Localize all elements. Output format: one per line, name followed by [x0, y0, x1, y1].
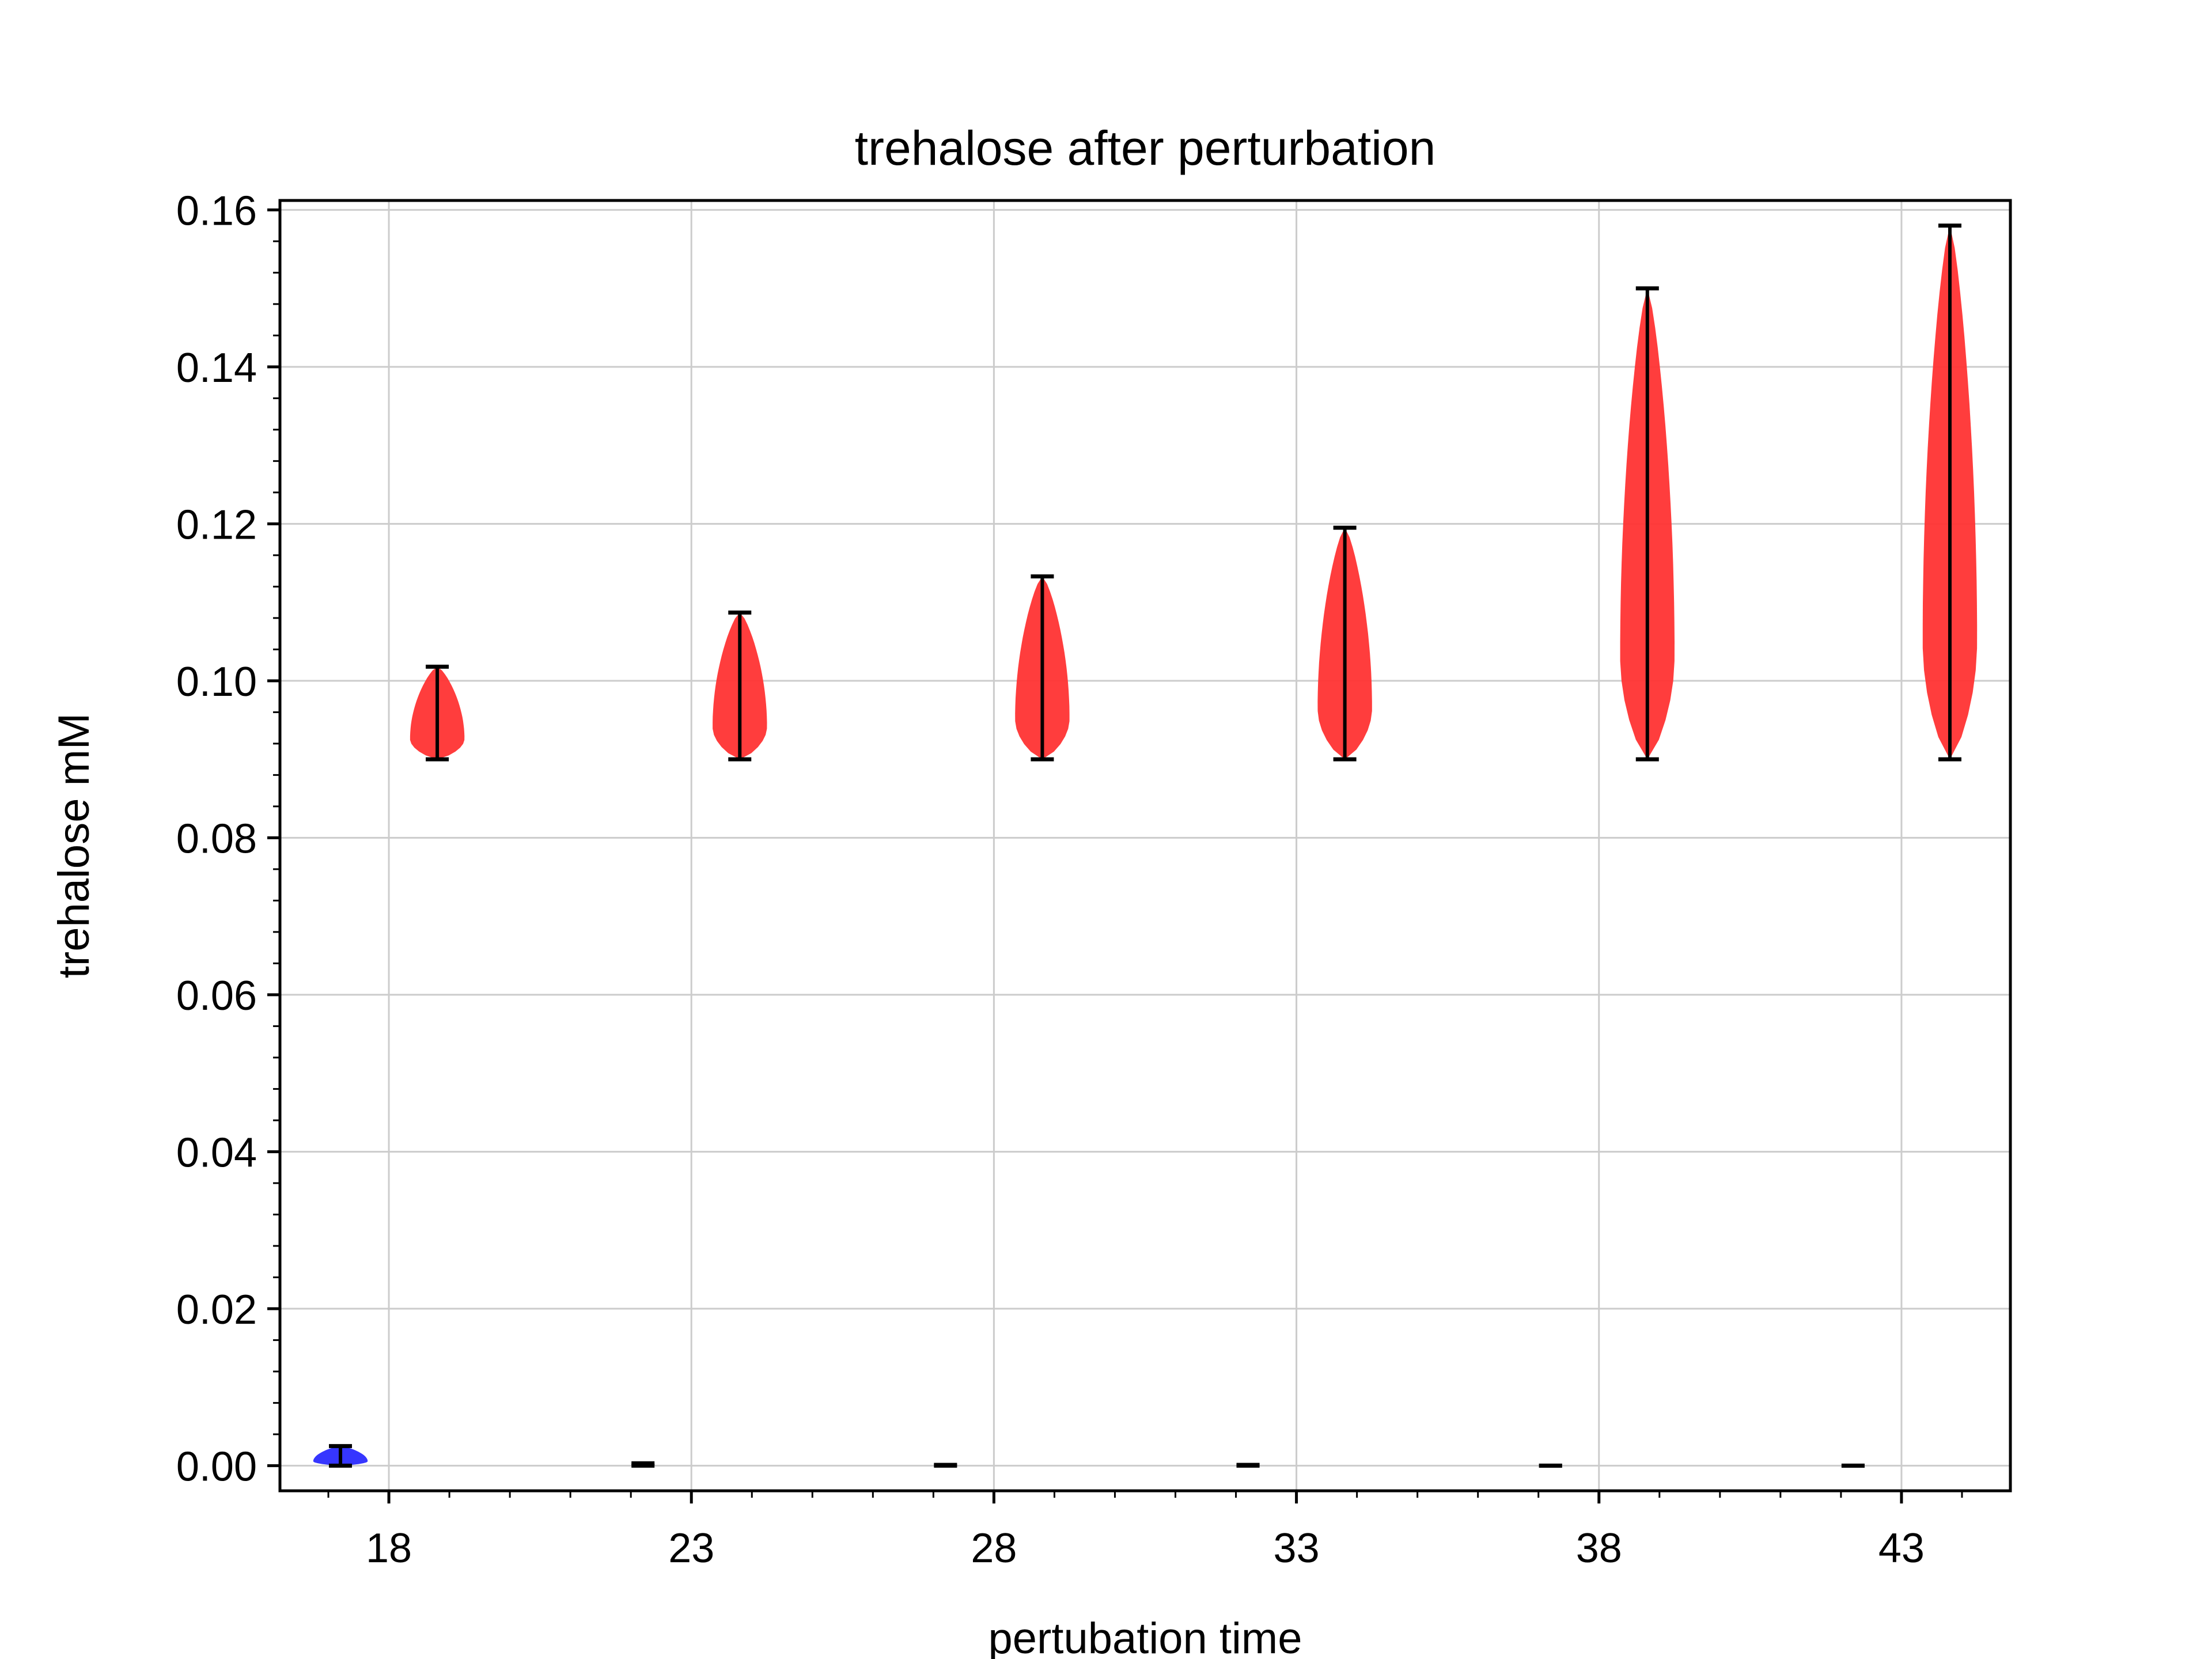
- x-tick-label: 38: [1576, 1525, 1622, 1571]
- y-tick-label: 0.00: [176, 1444, 257, 1490]
- x-tick-label: 28: [971, 1525, 1017, 1571]
- y-tick-label: 0.06: [176, 973, 257, 1019]
- violins: [313, 224, 1978, 1468]
- grid: [280, 200, 2010, 1491]
- chart-title: trehalose after perturbation: [855, 121, 1436, 175]
- y-tick-label: 0.08: [176, 816, 257, 862]
- y-axis-label: trehalose mM: [50, 713, 99, 978]
- x-tick-label: 18: [366, 1525, 412, 1571]
- x-tick-label: 23: [668, 1525, 714, 1571]
- axes: 0.00 0.02 0.04 0.06 0.08 0.10 0.12 0.14 0.16 18 23…: [176, 188, 1963, 1571]
- y-tick-label: 0.16: [176, 188, 257, 234]
- plot-area: [280, 200, 2010, 1491]
- x-tick-label: 33: [1274, 1525, 1320, 1571]
- x-tick-label: 43: [1878, 1525, 1925, 1571]
- y-tick-label: 0.12: [176, 502, 257, 548]
- y-tick-label: 0.04: [176, 1130, 257, 1176]
- y-tick-label: 0.10: [176, 659, 257, 705]
- y-tick-label: 0.02: [176, 1287, 257, 1333]
- plot-frame: [278, 199, 2012, 1493]
- x-axis-label: pertubation time: [988, 1614, 1302, 1659]
- y-tick-label: 0.14: [176, 345, 257, 391]
